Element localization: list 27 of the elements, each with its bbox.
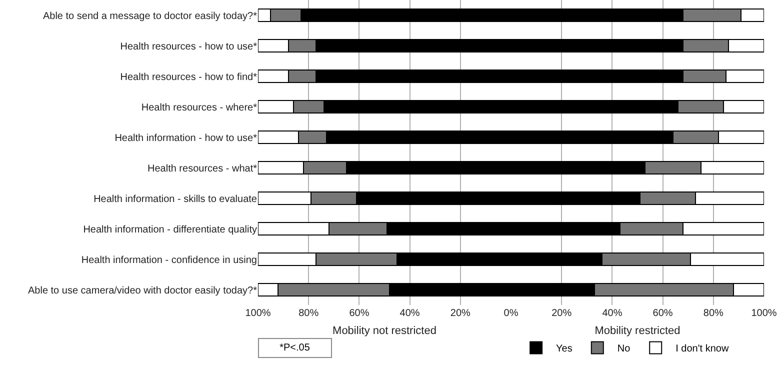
y-tick-label: Health information - confidence in using [81, 254, 257, 266]
y-tick-label: Able to send a message to doctor easily today?* [42, 10, 258, 22]
x-tick-label: 80% [703, 308, 724, 319]
x-tick-label: 80% [298, 308, 319, 319]
y-tick-label: Health information - how to use* [114, 132, 258, 144]
x-tick-label: 20% [552, 308, 572, 319]
x-tick-label: 40% [602, 308, 622, 319]
x-tick-label: 0% [504, 308, 518, 319]
x-tick-label: 20% [450, 308, 471, 319]
legend-label: I don't know [676, 344, 730, 355]
y-tick-label: Health resources - where* [141, 102, 258, 114]
legend-label: No [617, 344, 631, 355]
x-axis-title: Mobility restricted [594, 325, 680, 338]
legend-label: Yes [556, 344, 572, 355]
text: *P<.05 [280, 342, 310, 354]
x-tick-label: 60% [652, 308, 673, 319]
y-tick-label: Health information - differentiate quality [83, 224, 257, 236]
y-tick-label: Health resources - how to find* [120, 72, 258, 83]
y-tick-label: Health information - skills to evaluate [94, 194, 258, 205]
x-tick-label: 100% [751, 308, 777, 319]
x-axis-title: Mobility not restricted [332, 325, 436, 338]
x-tick-label: 40% [400, 308, 420, 319]
y-tick-label: Health resources - how to use* [120, 41, 258, 52]
y-tick-label: Able to use camera/video with doctor easily today?* [28, 285, 258, 296]
y-tick-label: Health resources - what* [148, 163, 258, 174]
x-tick-label: 100% [245, 308, 271, 319]
x-tick-label: 60% [349, 308, 370, 319]
